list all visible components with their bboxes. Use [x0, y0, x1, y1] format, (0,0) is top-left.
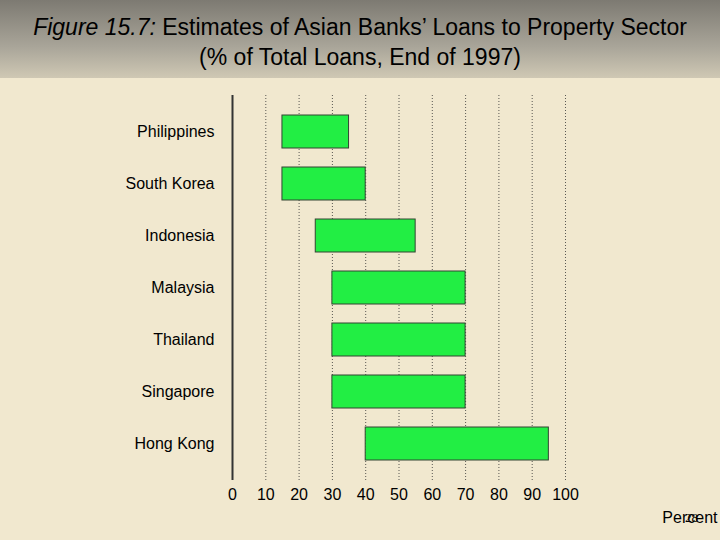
svg-text:30: 30 — [324, 486, 342, 503]
svg-text:60: 60 — [423, 486, 441, 503]
svg-text:Percent: Percent — [662, 509, 718, 526]
svg-text:80: 80 — [490, 486, 508, 503]
svg-text:Singapore: Singapore — [142, 383, 215, 400]
svg-text:20: 20 — [290, 486, 308, 503]
svg-text:Indonesia: Indonesia — [145, 227, 214, 244]
svg-text:0: 0 — [228, 486, 237, 503]
svg-text:10: 10 — [257, 486, 275, 503]
svg-text:Thailand: Thailand — [153, 331, 214, 348]
svg-text:70: 70 — [457, 486, 475, 503]
svg-text:100: 100 — [552, 486, 579, 503]
svg-text:South Korea: South Korea — [126, 175, 215, 192]
svg-text:Philippines: Philippines — [137, 123, 214, 140]
svg-text:90: 90 — [523, 486, 541, 503]
svg-text:40: 40 — [357, 486, 375, 503]
svg-text:50: 50 — [390, 486, 408, 503]
svg-text:Hong Kong: Hong Kong — [134, 435, 214, 452]
svg-text:Malaysia: Malaysia — [151, 279, 214, 296]
